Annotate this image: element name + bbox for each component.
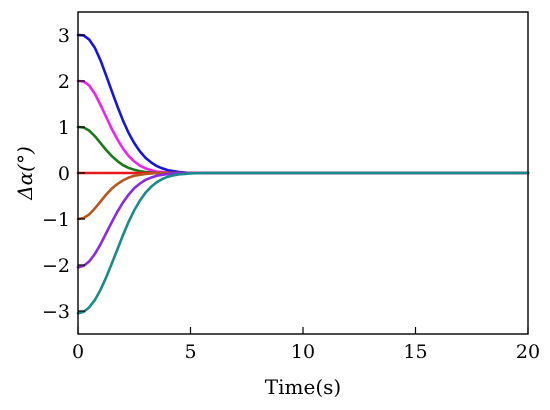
y-tick-label: 0 <box>58 163 70 185</box>
x-axis-title: Time(s) <box>265 375 341 399</box>
x-tick-label: 10 <box>291 341 315 363</box>
y-axis-title: Δα(°) <box>13 146 37 201</box>
series-layer <box>76 33 530 315</box>
y-tick-label: −2 <box>42 255 70 277</box>
series-line-7 <box>76 171 530 315</box>
series-line-1 <box>76 33 530 175</box>
y-tick-label: −3 <box>42 301 70 323</box>
x-tick-label: 20 <box>516 341 540 363</box>
tick-layer: 0 5 10 15 20 −3 −2 −1 0 1 2 3 <box>42 25 540 363</box>
series-line-6 <box>76 171 530 269</box>
y-tick-label: 3 <box>58 25 70 47</box>
y-tick-label: 2 <box>58 71 70 93</box>
x-tick-label: 0 <box>72 341 84 363</box>
x-tick-label: 5 <box>184 341 196 363</box>
x-tick-label: 15 <box>403 341 427 363</box>
y-tick-label: −1 <box>42 209 70 231</box>
y-tick-label: 1 <box>58 117 70 139</box>
series-line-3 <box>76 125 530 175</box>
